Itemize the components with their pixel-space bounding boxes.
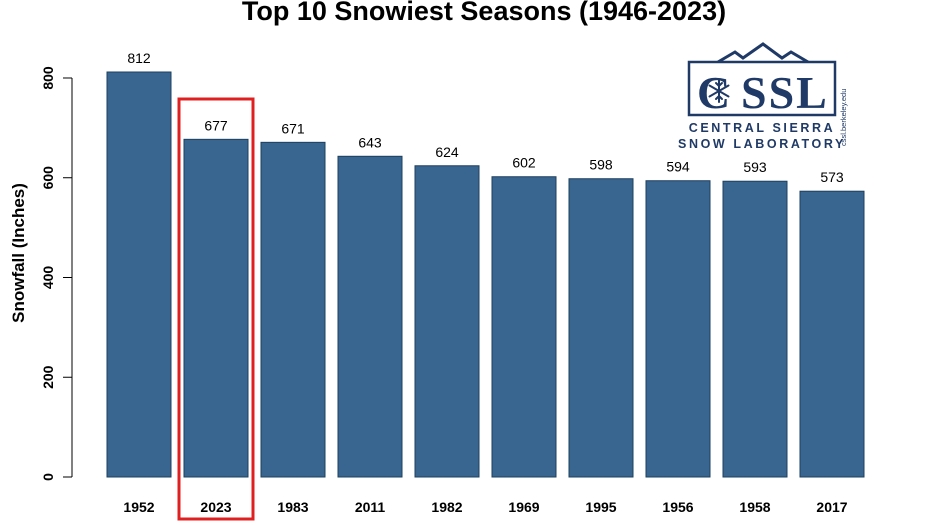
y-tick-label: 800	[40, 66, 56, 90]
logo-line-snow-laboratory: SNOW LABORATORY	[678, 137, 846, 151]
chart-title: Top 10 Snowiest Seasons (1946-2023)	[242, 0, 726, 26]
highlight-box-2023	[177, 97, 255, 521]
x-tick-label-1982: 1982	[431, 499, 462, 515]
data-label-1956: 594	[666, 159, 690, 175]
data-label-1952: 812	[127, 50, 151, 66]
data-label-1995: 598	[589, 157, 613, 173]
y-tick-label: 600	[40, 166, 56, 190]
snowflake-icon	[708, 79, 730, 103]
bars-group	[106, 71, 865, 478]
y-tick-label: 0	[40, 473, 56, 481]
logo-url: cssl.berkeley.edu	[839, 89, 848, 146]
data-label-1958: 593	[743, 159, 767, 175]
logo-mountains-icon	[717, 42, 809, 64]
highlight-group	[177, 97, 255, 521]
data-label-1983: 671	[281, 120, 305, 136]
x-tick-label-1956: 1956	[662, 499, 693, 515]
y-tick-label: 200	[40, 365, 56, 389]
data-label-2017: 573	[820, 169, 844, 185]
x-tick-labels-group: 1952 2023 1983 2011 1982 1969 1995 1956 1958 2017	[123, 499, 847, 515]
data-label-1982: 624	[435, 144, 459, 160]
bar-1952	[106, 71, 172, 478]
data-labels-group: 812 677 671 643 624 602 598 594 593 573	[127, 50, 844, 185]
x-tick-label-1983: 1983	[277, 499, 308, 515]
x-tick-label-2023: 2023	[200, 499, 231, 515]
cssl-logo: C SSL CENTRAL SIERRA SNOW LABORATORY css…	[678, 42, 848, 151]
x-tick-label-1995: 1995	[585, 499, 616, 515]
bar-1969	[491, 176, 557, 478]
x-tick-label-2017: 2017	[816, 499, 847, 515]
data-label-2011: 643	[358, 134, 382, 150]
bar-1982	[414, 165, 480, 478]
logo-letter-c: C	[697, 67, 732, 118]
y-axis-label: Snowfall (Inches)	[9, 183, 28, 323]
bar-1956	[645, 180, 711, 478]
logo-letters-ssl: SSL	[741, 67, 829, 118]
x-tick-label-2011: 2011	[355, 499, 386, 515]
data-label-1969: 602	[512, 155, 536, 171]
logo-line-central-sierra: CENTRAL SIERRA	[689, 121, 836, 135]
bar-2011	[337, 155, 403, 478]
bar-2023	[183, 138, 249, 478]
x-tick-label-1958: 1958	[739, 499, 770, 515]
y-axis: 0 200 400 600 800	[40, 66, 73, 481]
bar-1995	[568, 178, 634, 478]
y-tick-label: 400	[40, 266, 56, 290]
x-tick-label-1969: 1969	[508, 499, 539, 515]
data-label-2023: 677	[204, 117, 228, 133]
x-tick-label-1952: 1952	[123, 499, 154, 515]
bar-2017	[799, 190, 865, 478]
bar-1983	[260, 141, 326, 478]
bar-1958	[722, 180, 788, 478]
